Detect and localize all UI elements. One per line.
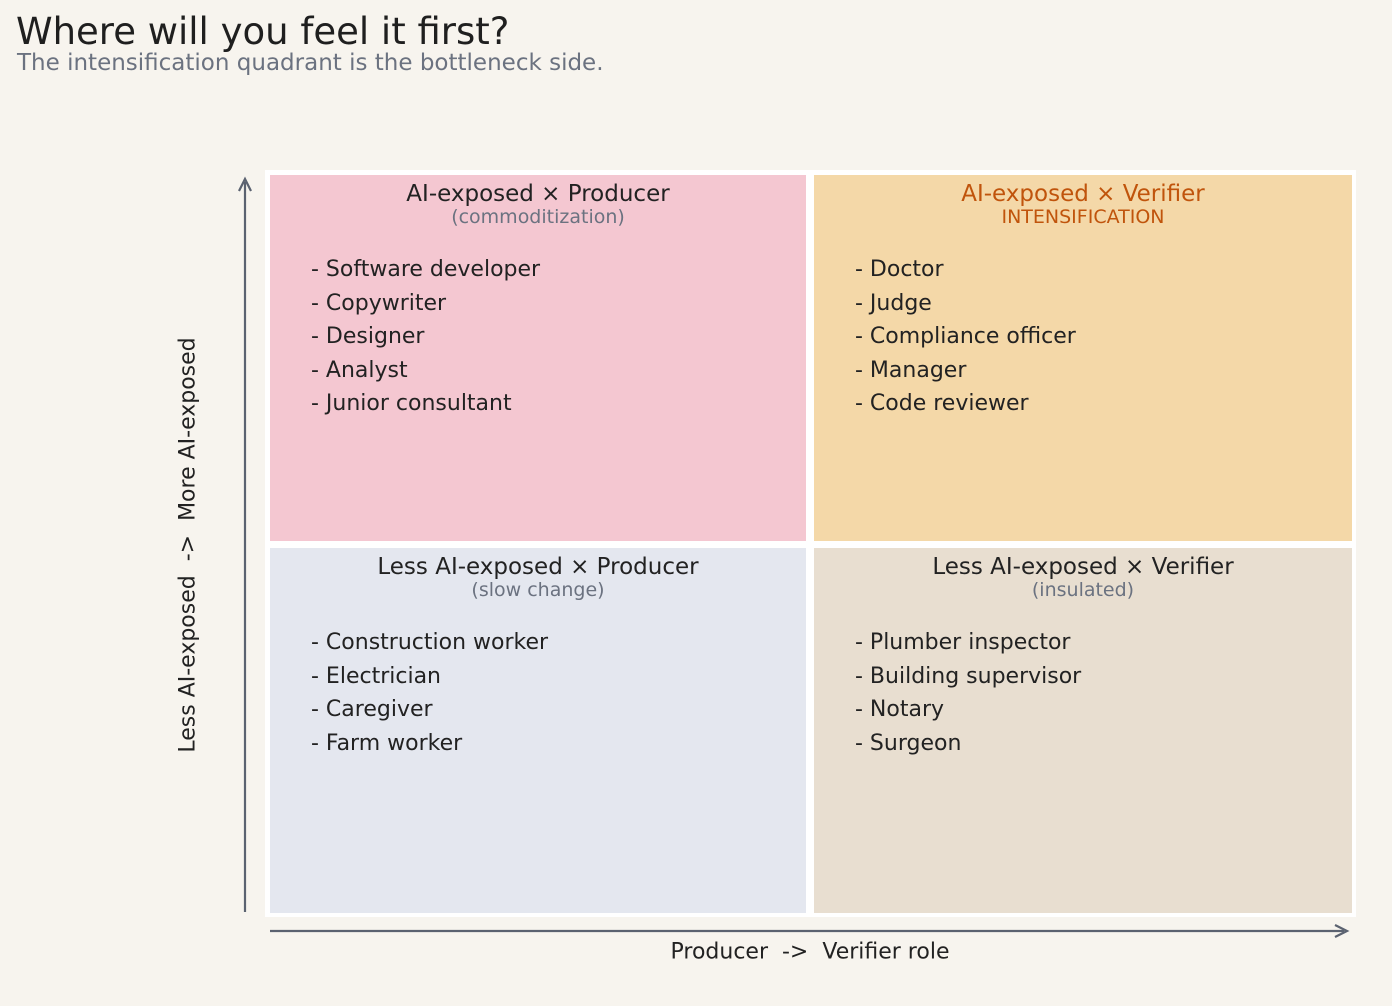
list-item: - Compliance officer (855, 324, 1076, 349)
quadrant-subheading: INTENSIFICATION (1001, 206, 1165, 228)
list-item: - Software developer (311, 257, 541, 282)
list-item: - Notary (855, 697, 945, 722)
y-axis-label: Less AI-exposed -> More AI-exposed (175, 337, 201, 753)
list-item: - Electrician (311, 663, 441, 689)
quadrant-heading: Less AI-exposed × Producer (377, 554, 699, 580)
y-axis-arrowhead (238, 176, 252, 192)
list-item: - Building supervisor (855, 663, 1082, 689)
list-item: - Copywriter (311, 290, 447, 316)
quadrant-heading: AI-exposed × Producer (406, 181, 670, 207)
occupation-list: - Plumber inspector - Building superviso… (855, 626, 1081, 760)
list-item: - Construction worker (311, 630, 549, 655)
x-axis-label: Producer -> Verifier role (670, 939, 950, 965)
x-axis-arrowhead (1334, 924, 1350, 938)
quadrant-heading: Less AI-exposed × Verifier (932, 554, 1234, 580)
quadrant-less-exposed-producer: Less AI-exposed × Producer (slow change)… (270, 548, 806, 913)
list-item: - Junior consultant (311, 391, 512, 416)
list-item: - Plumber inspector (855, 630, 1071, 655)
list-item: - Surgeon (855, 730, 962, 756)
chart-subtitle: The intensification quadrant is the bott… (17, 50, 604, 76)
list-item: - Farm worker (311, 730, 463, 756)
list-item: - Manager (855, 357, 967, 383)
occupation-list: - Software developer - Copywriter - Desi… (311, 253, 540, 421)
quadrant-subheading: (slow change) (471, 579, 605, 601)
list-item: - Analyst (311, 357, 408, 383)
quadrant-subheading: (commoditization) (451, 206, 625, 228)
occupation-list: - Doctor - Judge - Compliance officer - … (855, 253, 1076, 421)
occupation-list: - Construction worker - Electrician - Ca… (311, 626, 548, 760)
list-item: - Doctor (855, 257, 944, 282)
list-item: - Judge (855, 290, 932, 316)
quadrant-less-exposed-verifier: Less AI-exposed × Verifier (insulated) -… (814, 548, 1352, 913)
list-item: - Caregiver (311, 697, 433, 722)
list-item: - Code reviewer (855, 391, 1029, 416)
list-item: - Designer (311, 324, 425, 349)
quadrant-ai-exposed-producer: AI-exposed × Producer (commoditization) … (270, 175, 806, 541)
quadrant-subheading: (insulated) (1031, 579, 1135, 601)
quadrant-heading: AI-exposed × Verifier (961, 181, 1205, 207)
quadrant-ai-exposed-verifier: AI-exposed × Verifier INTENSIFICATION - … (814, 175, 1352, 541)
chart-title: Where will you feel it first? (16, 10, 510, 53)
